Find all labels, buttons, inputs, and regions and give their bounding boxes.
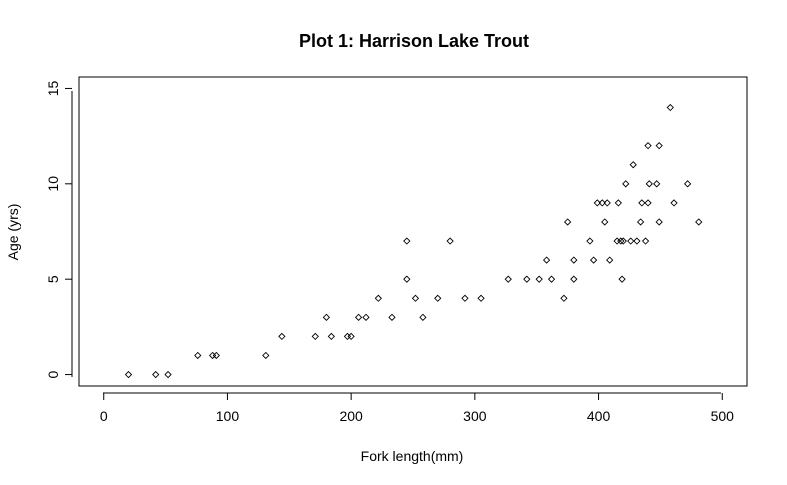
data-point bbox=[653, 180, 661, 188]
x-tick-label: 0 bbox=[100, 408, 108, 424]
data-point bbox=[461, 294, 469, 302]
data-point bbox=[586, 237, 594, 245]
data-point bbox=[589, 256, 598, 264]
data-point bbox=[617, 237, 625, 245]
data-point bbox=[638, 199, 646, 207]
x-tick-label: 500 bbox=[711, 408, 735, 424]
chart-title: Plot 1: Harrison Lake Trout bbox=[299, 31, 529, 51]
data-point bbox=[311, 332, 319, 341]
x-tick-label: 200 bbox=[339, 408, 363, 424]
data-point bbox=[354, 313, 363, 321]
data-point bbox=[606, 256, 614, 264]
data-point bbox=[560, 294, 568, 302]
data-point bbox=[446, 237, 454, 245]
data-point bbox=[670, 199, 678, 207]
data-point bbox=[695, 218, 703, 226]
data-point bbox=[570, 256, 578, 264]
data-point bbox=[636, 218, 645, 226]
data-point bbox=[403, 237, 411, 245]
data-point bbox=[619, 237, 627, 245]
x-axis-label: Fork length(mm) bbox=[361, 448, 464, 464]
data-point bbox=[477, 294, 485, 302]
data-point bbox=[563, 218, 572, 226]
data-point bbox=[152, 370, 160, 379]
data-point bbox=[613, 237, 621, 245]
data-point bbox=[388, 313, 396, 321]
data-point bbox=[504, 275, 512, 283]
data-point bbox=[644, 142, 652, 150]
data-point bbox=[614, 199, 622, 207]
data-point bbox=[655, 142, 663, 150]
data-point bbox=[603, 199, 611, 207]
data-point bbox=[403, 275, 411, 283]
data-point bbox=[641, 237, 650, 245]
data-point bbox=[666, 103, 674, 112]
data-point bbox=[374, 294, 382, 302]
data-point bbox=[547, 275, 556, 283]
data-point bbox=[622, 180, 630, 188]
data-point bbox=[627, 237, 635, 245]
x-ticks: 0 100 200 300 400 500 bbox=[100, 393, 734, 424]
data-point bbox=[601, 218, 609, 226]
data-point bbox=[618, 275, 626, 283]
data-point bbox=[327, 332, 335, 341]
y-ticks: 0 5 10 15 bbox=[45, 80, 72, 378]
data-point bbox=[411, 294, 420, 302]
data-point bbox=[570, 275, 578, 283]
data-point bbox=[655, 218, 663, 226]
data-point bbox=[343, 332, 352, 341]
y-tick-label: 5 bbox=[45, 275, 61, 283]
data-point bbox=[164, 370, 172, 379]
data-point bbox=[535, 275, 543, 283]
data-point bbox=[683, 180, 692, 188]
data-point bbox=[262, 351, 270, 360]
data-point bbox=[629, 161, 637, 169]
data-point bbox=[347, 332, 355, 341]
data-point bbox=[523, 275, 531, 283]
data-point bbox=[542, 256, 551, 264]
data-point bbox=[212, 351, 220, 360]
x-tick-label: 100 bbox=[216, 408, 240, 424]
data-point bbox=[124, 370, 133, 379]
x-tick-label: 400 bbox=[587, 408, 611, 424]
x-tick-label: 300 bbox=[463, 408, 487, 424]
data-points bbox=[124, 103, 703, 379]
plot-frame bbox=[78, 76, 748, 387]
data-point bbox=[644, 199, 652, 207]
data-point bbox=[593, 199, 601, 207]
y-tick-label: 15 bbox=[45, 80, 61, 96]
data-point bbox=[278, 332, 286, 341]
data-point bbox=[434, 294, 442, 302]
y-tick-label: 0 bbox=[45, 370, 61, 378]
data-point bbox=[322, 313, 331, 321]
y-axis-label: Age (yrs) bbox=[5, 204, 21, 261]
data-point bbox=[362, 313, 370, 321]
data-point bbox=[419, 313, 427, 321]
data-point bbox=[194, 351, 202, 360]
y-tick-label: 10 bbox=[45, 176, 61, 192]
data-point bbox=[633, 237, 641, 245]
data-point bbox=[598, 199, 606, 207]
data-point bbox=[645, 180, 653, 188]
data-point bbox=[208, 351, 217, 360]
